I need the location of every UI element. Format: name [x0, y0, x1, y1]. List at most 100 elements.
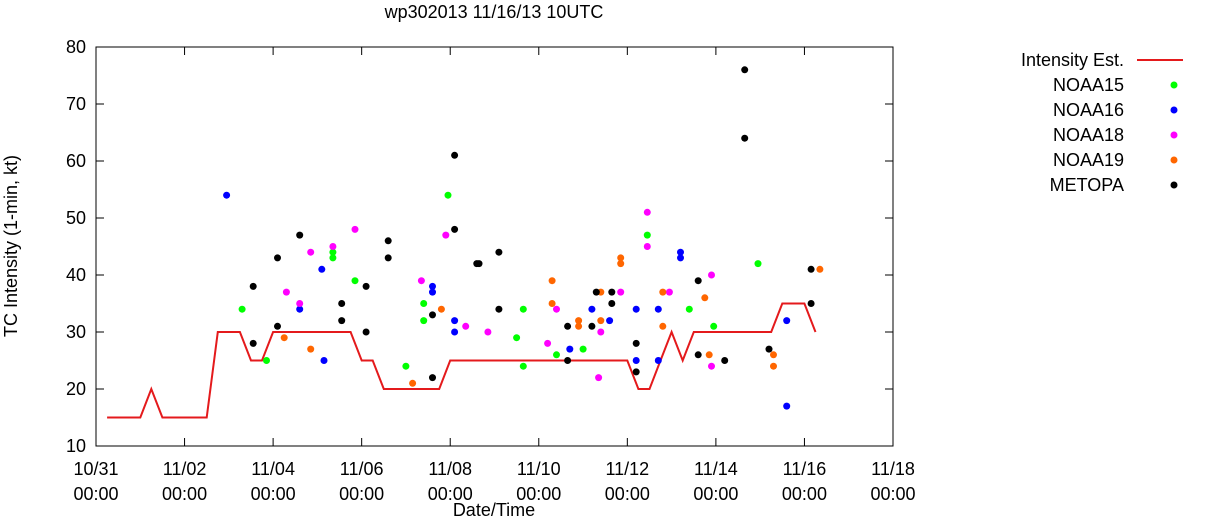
data-point-noaa16: [566, 345, 574, 353]
data-point-noaa15: [238, 305, 246, 313]
data-point-metopa: [362, 328, 370, 336]
data-point-noaa16: [677, 254, 684, 262]
x-tick-label-time: 00:00: [162, 484, 207, 504]
data-point-noaa16: [588, 305, 596, 313]
x-tick-label-time: 00:00: [251, 484, 296, 504]
data-point-noaa18: [296, 300, 304, 307]
plot-series: [107, 66, 824, 419]
data-point-metopa: [274, 254, 281, 262]
legend-swatch-metopa: [1170, 181, 1178, 189]
data-point-noaa16: [632, 357, 640, 364]
data-point-metopa: [564, 357, 572, 364]
data-point-noaa19: [770, 351, 777, 359]
data-point-metopa: [765, 345, 773, 353]
x-axis-label: Date/Time: [453, 500, 535, 517]
data-point-noaa15: [579, 345, 587, 353]
data-point-metopa: [741, 66, 749, 74]
plot-frame: [95, 46, 894, 447]
chart-title: wp302013 11/16/13 10UTC: [384, 2, 604, 22]
data-point-metopa: [249, 339, 257, 347]
x-tick-label-time: 00:00: [516, 484, 561, 504]
data-point-noaa18: [307, 248, 315, 256]
data-point-noaa18: [544, 339, 552, 347]
data-point-noaa15: [420, 300, 428, 307]
data-point-noaa18: [417, 277, 425, 285]
legend-swatch-noaa18: [1170, 131, 1178, 139]
data-point-noaa16: [606, 317, 614, 325]
data-point-metopa: [384, 237, 392, 245]
data-point-noaa16: [296, 305, 304, 313]
data-point-noaa18: [617, 288, 625, 296]
data-point-noaa18: [442, 231, 450, 239]
x-tick-label-time: 00:00: [605, 484, 650, 504]
data-point-metopa: [721, 357, 729, 364]
data-point-noaa19: [437, 305, 445, 313]
data-point-noaa18: [484, 328, 492, 336]
y-tick-label: 60: [66, 151, 86, 171]
x-tick-label-date: 10/31: [73, 459, 118, 479]
data-point-metopa: [429, 374, 436, 382]
data-point-metopa: [249, 282, 257, 290]
x-tick-label-time: 00:00: [693, 484, 738, 504]
data-point-noaa18: [708, 362, 715, 370]
data-point-noaa16: [429, 282, 436, 290]
data-point-noaa16: [783, 317, 791, 325]
data-point-noaa19: [659, 322, 667, 330]
x-tick-label-date: 11/10: [517, 459, 561, 479]
data-point-metopa: [338, 317, 346, 325]
data-point-metopa: [608, 300, 616, 307]
data-point-noaa16: [429, 288, 436, 296]
legend-swatch-noaa15: [1170, 81, 1178, 89]
y-tick-label: 80: [66, 37, 86, 57]
data-point-noaa19: [617, 254, 625, 262]
x-tick-label-time: 00:00: [339, 484, 384, 504]
data-point-noaa19: [575, 317, 583, 325]
data-point-metopa: [338, 300, 346, 307]
y-tick-label: 50: [66, 208, 86, 228]
data-point-noaa18: [462, 322, 470, 330]
data-point-noaa16: [451, 328, 459, 336]
data-point-noaa15: [513, 334, 521, 342]
x-tick-label-date: 11/18: [871, 459, 915, 479]
data-point-noaa16: [783, 402, 791, 410]
data-point-noaa15: [643, 231, 651, 239]
data-point-noaa19: [701, 294, 709, 302]
x-tick-label-time: 00:00: [428, 484, 473, 504]
data-point-noaa19: [280, 334, 288, 342]
data-point-noaa18: [329, 243, 337, 250]
x-tick-label-date: 11/08: [428, 459, 472, 479]
data-point-metopa: [564, 322, 572, 330]
axis-ticks: 10 20 30 40 50 60 70 80 10/31 00:00 11/02 00:00 11/0…: [66, 37, 916, 504]
data-point-noaa19: [597, 317, 605, 325]
x-tick-label-time: 00:00: [73, 484, 118, 504]
x-tick-label-time: 00:00: [782, 484, 827, 504]
data-point-noaa18: [282, 288, 290, 296]
data-point-noaa19: [659, 288, 667, 296]
legend-label-metopa: METOPA: [1050, 175, 1124, 195]
data-point-metopa: [608, 288, 616, 296]
data-point-metopa: [632, 368, 640, 376]
x-tick-label-date: 11/04: [251, 459, 295, 479]
data-point-noaa15: [420, 317, 428, 325]
data-point-noaa18: [665, 288, 673, 296]
data-point-noaa19: [705, 351, 713, 359]
data-point-noaa18: [595, 374, 603, 382]
data-point-noaa15: [685, 305, 693, 313]
data-point-noaa16: [654, 357, 662, 364]
data-point-metopa: [694, 277, 702, 285]
data-point-noaa18: [643, 208, 651, 216]
data-point-metopa: [495, 248, 503, 256]
data-point-metopa: [429, 311, 436, 319]
data-point-noaa15: [553, 351, 560, 359]
data-point-noaa19: [816, 265, 824, 273]
y-axis-label: TC Intensity (1-min, kt): [1, 155, 21, 337]
data-point-noaa15: [402, 362, 410, 370]
data-point-metopa: [362, 282, 370, 290]
y-tick-label: 70: [66, 94, 86, 114]
data-point-noaa19: [307, 345, 315, 353]
data-point-noaa16: [654, 305, 662, 313]
data-point-noaa19: [409, 379, 417, 387]
data-point-noaa15: [329, 254, 337, 262]
data-point-metopa: [384, 254, 392, 262]
